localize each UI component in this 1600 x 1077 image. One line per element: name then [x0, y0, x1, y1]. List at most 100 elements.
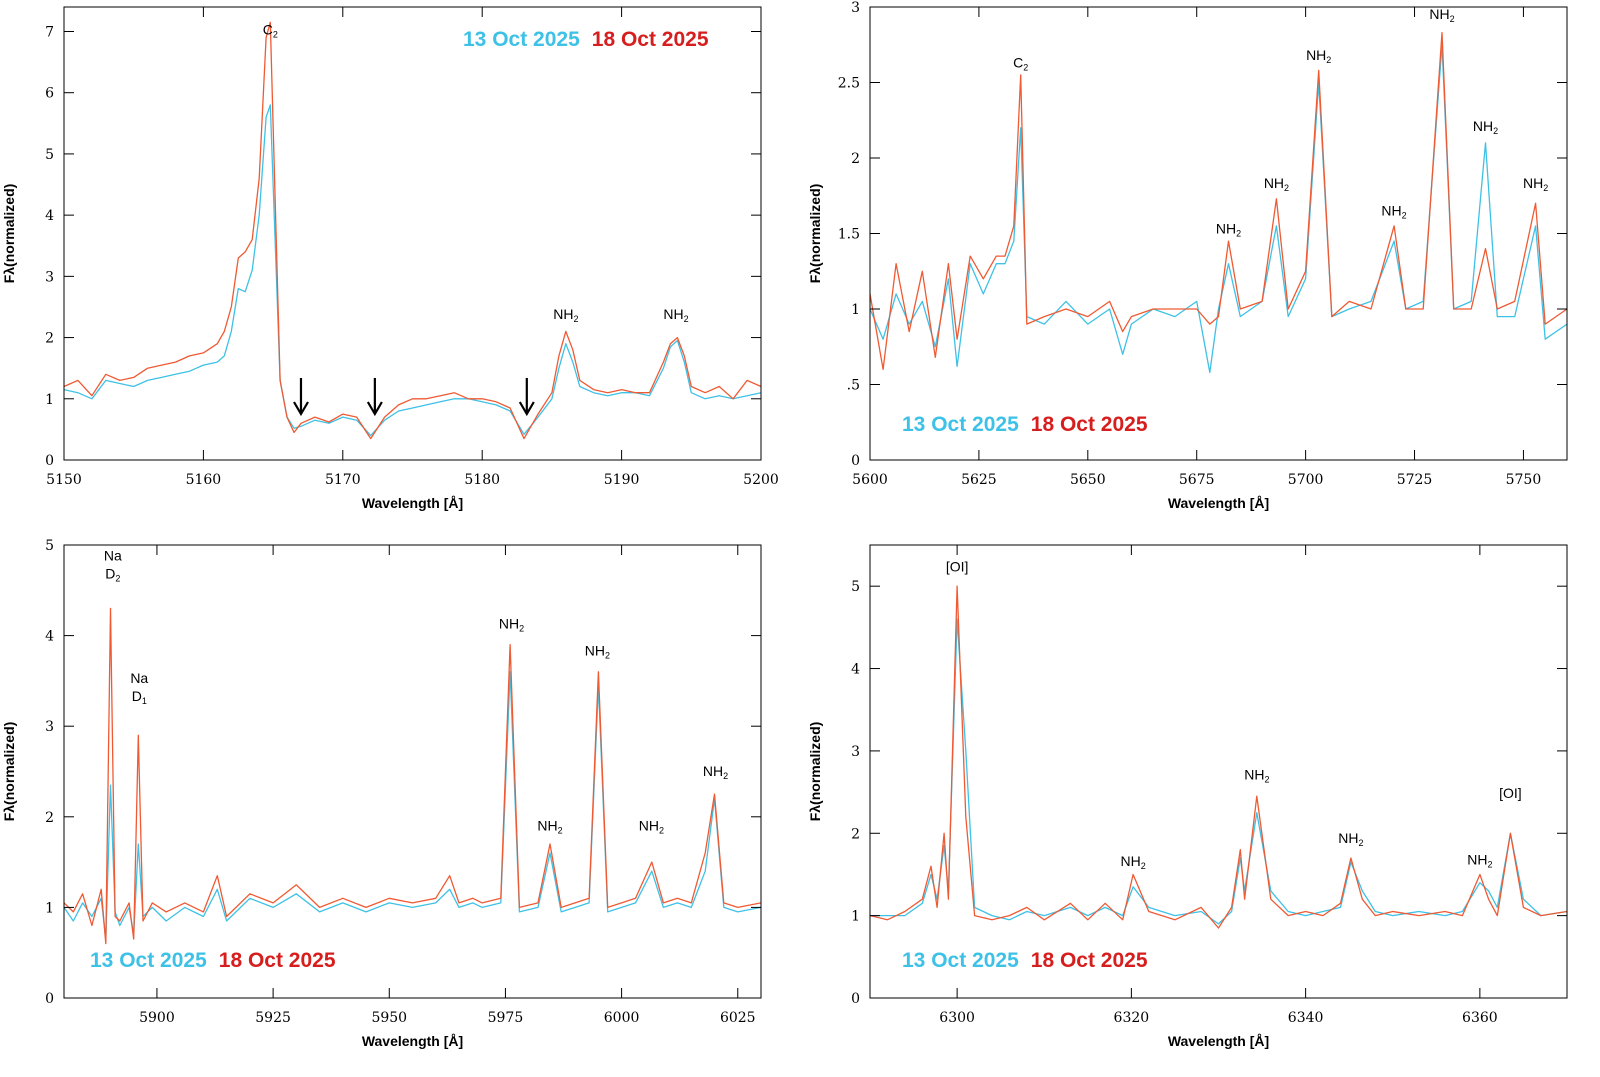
series-line-oct18: [870, 585, 1567, 929]
line-label: NH2: [1381, 202, 1406, 220]
line-label: NH2: [1473, 118, 1498, 136]
plot-frame: [869, 544, 1568, 999]
y-axis-label: Fλ(normalized): [807, 722, 823, 822]
line-label: NH2: [1523, 175, 1548, 193]
chart-panel-bottom-right: 6300 6320 6340 6360 0 1 2 3 4 5 Wavelength [Å] Fλ(n…: [807, 544, 1568, 1049]
line-label: C2: [263, 22, 278, 40]
y-tick-label: 4: [45, 629, 54, 645]
series-line-oct13: [870, 618, 1567, 925]
x-tick-label: 5180: [464, 472, 500, 488]
x-tick-label: 6300: [939, 1010, 975, 1026]
line-label-element: Na: [130, 670, 148, 686]
y-tick-label: 1: [45, 392, 54, 408]
series-line-oct18: [64, 21, 761, 440]
line-label: NH2: [585, 643, 610, 661]
x-tick-label: 5150: [46, 472, 82, 488]
y-tick-label: 0: [45, 453, 54, 469]
x-tick-label: 5190: [604, 472, 640, 488]
x-tick-label: 5650: [1070, 472, 1106, 488]
line-label-element: Na: [104, 548, 122, 564]
y-tick-label: 5: [45, 538, 54, 554]
legend-entry-oct13: 13 Oct 2025: [463, 28, 580, 51]
series-line-oct13: [64, 671, 761, 940]
line-label: NH2: [703, 763, 728, 781]
line-label: NH2: [1216, 221, 1241, 239]
line-label: NH2: [1467, 852, 1492, 870]
x-tick-label: 5725: [1397, 472, 1433, 488]
x-tick-label: 6360: [1462, 1010, 1498, 1026]
line-label: NH2: [1264, 175, 1289, 193]
down-arrow-marker: [293, 378, 309, 417]
y-tick-label: 3: [45, 269, 54, 285]
line-label: [OI]: [946, 558, 969, 574]
x-axis-label: Wavelength [Å]: [362, 495, 463, 511]
line-label: NH2: [1120, 853, 1145, 871]
y-tick-label: 0: [851, 453, 860, 469]
line-label: NH2: [1429, 6, 1454, 24]
y-tick-label: 0: [851, 991, 860, 1007]
y-tick-label: 3: [851, 0, 860, 16]
y-tick-label: .5: [847, 378, 860, 394]
line-label: D1: [132, 688, 147, 706]
series-line-oct18: [870, 32, 1567, 371]
plot-frame: [63, 6, 762, 461]
line-label: NH2: [499, 615, 524, 633]
x-tick-label: 5900: [139, 1010, 175, 1026]
x-axis-label: Wavelength [Å]: [1168, 1033, 1269, 1049]
legend: 13 Oct 2025 18 Oct 2025: [90, 949, 336, 972]
legend-entry-oct13: 13 Oct 2025: [90, 949, 207, 972]
legend: 13 Oct 2025 18 Oct 2025: [463, 28, 709, 51]
y-axis-label: Fλ(normalized): [1, 184, 17, 284]
y-tick-label: 2: [45, 810, 54, 826]
x-tick-label: 6000: [604, 1010, 640, 1026]
legend-entry-oct18: 18 Oct 2025: [592, 28, 709, 51]
x-tick-label: 5200: [743, 472, 779, 488]
plot-frame: [63, 544, 762, 999]
chart-panel-top-left: 5150 5160 5170 5180 5190 5200 0 1 2 3 4 5 6 7 Waveleng…: [1, 6, 779, 511]
y-tick-label: 3: [851, 744, 860, 760]
x-tick-label: 6340: [1288, 1010, 1324, 1026]
line-label: NH2: [553, 306, 578, 324]
chart-panel-bottom-left: 5900 5925 5950 5975 6000 6025 0 1 2 3 4 5 Wavelength…: [1, 538, 762, 1049]
line-label: NH2: [1338, 830, 1363, 848]
legend-entry-oct18: 18 Oct 2025: [219, 949, 336, 972]
x-tick-label: 5975: [488, 1010, 524, 1026]
line-label: NH2: [1244, 767, 1269, 785]
x-axis-label: Wavelength [Å]: [362, 1033, 463, 1049]
line-label: NH2: [1306, 47, 1331, 65]
legend: 13 Oct 2025 18 Oct 2025: [902, 949, 1148, 972]
legend: 13 Oct 2025 18 Oct 2025: [902, 413, 1148, 436]
y-tick-label: 3: [45, 719, 54, 735]
down-arrow-marker: [366, 378, 383, 417]
line-label: NH2: [639, 817, 664, 835]
down-arrow-marker: [518, 378, 535, 417]
series-line-oct13: [64, 104, 761, 437]
y-tick-label: 0: [45, 991, 54, 1007]
x-tick-label: 5700: [1288, 472, 1324, 488]
y-tick-label: 1: [851, 302, 860, 318]
x-tick-label: 5750: [1506, 472, 1542, 488]
legend-entry-oct13: 13 Oct 2025: [902, 413, 1019, 436]
y-tick-label: 7: [45, 24, 54, 40]
series-line-oct13: [870, 44, 1567, 374]
line-label: [OI]: [1499, 785, 1522, 801]
y-tick-label: 2: [45, 331, 54, 347]
line-label: NH2: [537, 817, 562, 835]
y-axis-label: Fλ(normalized): [807, 184, 823, 284]
y-tick-label: 4: [851, 662, 860, 678]
x-tick-label: 5600: [852, 472, 888, 488]
y-tick-label: 1: [851, 909, 860, 925]
legend-entry-oct13: 13 Oct 2025: [902, 949, 1019, 972]
line-label: D2: [105, 566, 120, 584]
y-tick-label: 1.5: [838, 227, 860, 243]
x-tick-label: 5625: [961, 472, 997, 488]
line-label: C2: [1013, 54, 1028, 72]
x-axis-label: Wavelength [Å]: [1168, 495, 1269, 511]
y-tick-label: 5: [851, 579, 860, 595]
x-tick-label: 6025: [720, 1010, 756, 1026]
x-tick-label: 5925: [255, 1010, 291, 1026]
y-axis-label: Fλ(normalized): [1, 722, 17, 822]
legend-entry-oct18: 18 Oct 2025: [1031, 949, 1148, 972]
legend-entry-oct18: 18 Oct 2025: [1031, 413, 1148, 436]
series-line-oct18: [64, 607, 761, 945]
